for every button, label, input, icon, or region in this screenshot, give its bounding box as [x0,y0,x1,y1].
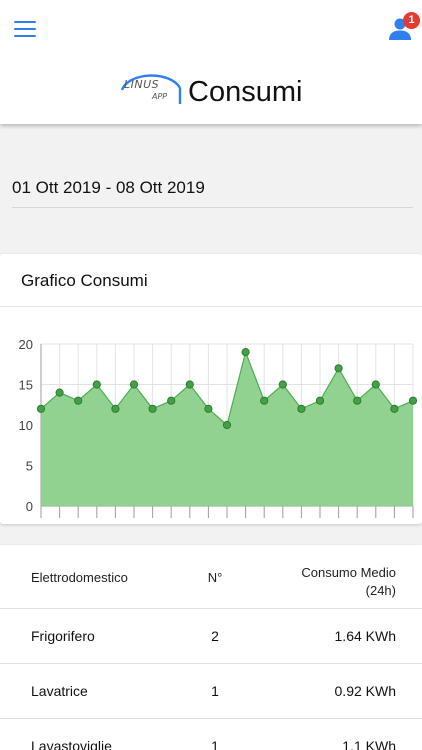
data-point [408,396,418,405]
device-consumption: 1.1 KWh [342,738,396,750]
data-point [74,396,83,405]
device-consumption: 0.92 KWh [334,683,396,699]
notification-badge: 1 [403,12,420,29]
device-count: 2 [211,628,219,644]
table-row[interactable]: Lavatrice 1 0.92 KWh [0,664,422,719]
data-point [167,396,176,405]
logo-text: LINUS [124,78,160,91]
device-consumption: 1.64 KWh [334,628,396,644]
device-count: 1 [211,683,219,699]
data-point [241,348,250,357]
date-range-selector[interactable]: 01 Ott 2019 - 08 Ott 2019 [12,178,205,197]
linus-app-logo: LINUS APP [118,70,188,110]
y-tick-label: 20 [19,337,33,352]
data-point [297,404,306,413]
device-name: Lavatrice [31,683,88,699]
data-point [148,404,157,413]
header-consumption-line1: Consumo Medio [301,565,396,580]
data-point [278,380,287,389]
page-title: Consumi [188,76,303,108]
device-name: Frigorifero [31,628,95,644]
header-consumption-line2: (24h) [365,583,396,598]
chart-card-title: Grafico Consumi [21,271,148,290]
header-device: Elettrodomestico [31,570,128,585]
data-point [111,404,120,413]
logo-subtext: APP [152,92,168,101]
device-name: Lavastoviglie [31,738,112,750]
y-tick-label: 5 [26,459,33,474]
app-header: 1 LINUS APP Consumi [0,0,422,124]
data-point [36,404,46,413]
header-consumption: Consumo Medio (24h) [301,564,396,600]
consumption-area-chart: 0 5 10 15 20 [19,337,418,518]
data-point [222,420,232,430]
hamburger-menu-icon[interactable] [14,18,38,38]
user-profile-button[interactable]: 1 [386,12,420,42]
data-point [185,380,194,389]
date-range-underline [12,207,413,208]
user-icon [389,18,411,40]
device-count: 1 [211,738,219,750]
table-row[interactable]: Lavastoviglie 1 1.1 KWh [0,719,422,750]
data-point [371,380,380,389]
data-point [92,380,101,389]
data-point [260,396,269,405]
header-count: N° [207,570,223,585]
data-point [315,396,325,405]
y-tick-label: 10 [19,418,33,433]
y-tick-label: 0 [26,499,33,514]
table-header-row: Elettrodomestico N° Consumo Medio (24h) [0,545,422,609]
chart-card-divider [0,306,422,307]
data-point [334,364,343,373]
table-row[interactable]: Frigorifero 2 1.64 KWh [0,609,422,664]
data-point [55,388,64,397]
y-tick-label: 15 [19,378,33,393]
brand: LINUS APP Consumi [118,70,308,114]
data-point [129,380,139,389]
data-point [353,396,362,405]
chart-card: Grafico Consumi 0 5 10 15 20 [0,254,422,524]
data-point [390,404,399,413]
devices-table: Elettrodomestico N° Consumo Medio (24h) … [0,545,422,750]
data-point [204,404,213,413]
